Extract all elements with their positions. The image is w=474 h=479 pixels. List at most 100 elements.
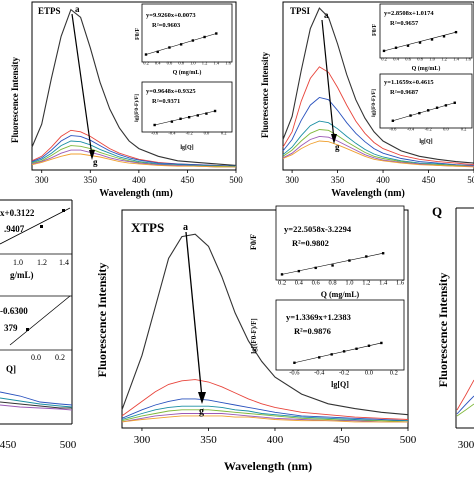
- etps-it-x-tick-label-7: 1.6: [225, 61, 231, 66]
- etps-x-tick-label-0: 300: [35, 175, 49, 185]
- tpsi-ib-x-tick-label-0: -0.6: [389, 127, 397, 132]
- tpsi-ib-point-3: [427, 109, 430, 112]
- right-cut-curve-1: [456, 379, 474, 411]
- xtps-x-tick-label-4: 500: [400, 434, 417, 446]
- etps-it-x-tick-label-3: 0.8: [178, 61, 184, 66]
- right-cut-title: Q: [432, 204, 442, 219]
- etps-it-x-tick-label-0: 0.2: [143, 61, 149, 66]
- tpsi-arrow-head: [331, 134, 337, 144]
- xtps-it-x-tick-label-5: 1.2: [362, 280, 370, 287]
- tpsi-inset-bottom-ylabel: lg[(F0-F)/F]: [370, 89, 377, 117]
- etps-arrow-head: [89, 150, 95, 160]
- etps-x-tick-label-2: 400: [132, 175, 146, 185]
- xtps-it-x-tick-label-0: 0.2: [278, 280, 286, 287]
- etps-series-c: [31, 135, 237, 167]
- tpsi-x-tick-label-1: 350: [331, 175, 345, 185]
- left-cut-curve-4: [0, 404, 73, 411]
- left-cut-inset-bottom: -0.6300 379 0.0 0.2 Q]: [0, 295, 72, 374]
- left-cut-inset-bottom-eq: -0.6300: [0, 306, 28, 316]
- xtps-x-tick-label-1: 350: [200, 434, 217, 446]
- left-cut-curve-2: [0, 397, 73, 408]
- tpsi-x-tick-label-3: 450: [422, 175, 436, 185]
- xtps-it-point-3: [331, 264, 334, 267]
- tpsi-it-point-6: [454, 30, 458, 34]
- etps-it-point-1: [156, 50, 159, 54]
- left-cut-point-1: [40, 225, 43, 228]
- xtps-ib-point-3: [342, 350, 346, 353]
- etps-inset-bottom-ylabel: lg[(F0-F)/F]: [133, 94, 140, 122]
- tpsi-ib-point-6: [453, 101, 456, 104]
- xtps-ib-point-1: [318, 356, 321, 359]
- etps-inset-top-points: [144, 32, 218, 56]
- xtps-curves: [121, 233, 409, 423]
- xtps-it-x-tick-label-1: 0.4: [295, 280, 304, 287]
- xtps-ib-point-0: [293, 361, 296, 364]
- etps-it-point-5: [203, 35, 206, 39]
- xtps-inset-top-r2: R²=0.9802: [292, 238, 329, 248]
- etps-ib-x-tick-label-2: -0.2: [186, 131, 193, 136]
- etps-arrow: [71, 13, 93, 157]
- xtps-ib-fit-line: [294, 342, 382, 364]
- tpsi-series-d: [282, 120, 474, 167]
- xtps-inset-bottom-r2: R²=0.9876: [294, 326, 331, 336]
- etps-it-x-tick-label-6: 1.4: [213, 61, 219, 66]
- tpsi-ib-point-2: [418, 111, 421, 115]
- xtps-series-a: [121, 233, 409, 416]
- etps-ib-x-tick-label-4: 0.2: [221, 131, 227, 136]
- tpsi-title: TPSI: [290, 6, 311, 16]
- tpsi-it-point-4: [430, 38, 434, 41]
- tpsi-inset-top-eq: y=2.8508x+1.0174: [384, 10, 434, 17]
- tpsi-arrow: [321, 19, 335, 141]
- tpsi-xlabel: Wavelength (nm): [331, 188, 405, 199]
- xtps-inset-bottom-ylabel: lg[(F0-F)/F]: [250, 318, 258, 353]
- xtps-series-b: [121, 379, 409, 420]
- tpsi-inset-top-points: [382, 30, 458, 53]
- xtps-series-g: [121, 415, 408, 423]
- left-cut-inset-top-tick-3: 1.4: [59, 258, 69, 267]
- xtps-ib-x-tick-label-0: -0.6: [289, 370, 300, 377]
- xtps-it-x-tick-label-3: 0.8: [329, 280, 337, 287]
- left-cut-curve-1: [0, 391, 73, 406]
- etps-ib-point-4: [196, 114, 199, 117]
- etps-ib-x-tick-label-0: -0.6: [151, 131, 159, 136]
- tpsi-it-x-tick-label-3: 0.8: [417, 57, 423, 62]
- tpsi-ib-point-5: [444, 104, 448, 107]
- xtps-it-point-4: [348, 259, 351, 262]
- xtps-inset-top-frame: [275, 205, 405, 281]
- xtps-it-point-0: [280, 273, 284, 276]
- left-cut-inset-top-xlabel: g/mL): [10, 270, 34, 280]
- xtps-x-tick-label-0: 300: [134, 434, 151, 446]
- etps-curves: [31, 8, 237, 168]
- xtps-ib-point-6: [380, 341, 383, 345]
- tpsi-series-f: [282, 135, 474, 167]
- etps-x-tick-label-4: 500: [229, 175, 243, 185]
- etps-ib-point-1: [170, 120, 174, 123]
- left-cut-inset-bottom-r2: 379: [4, 323, 18, 333]
- tpsi-inset-bottom: lg[(F0-F)/F] y=1.1659x+0.4615 R²=0.9687 …: [370, 73, 473, 145]
- tpsi-series-g: [282, 140, 474, 168]
- tpsi-series-c: [282, 97, 474, 166]
- etps-it-x-tick-label-1: 0.4: [155, 61, 161, 66]
- xtps-inset-bottom-frame: [275, 299, 405, 371]
- panel-xtps: XTPS Fluorescence Intensity Wavelength (…: [95, 205, 417, 473]
- left-cut-inset-top: x+0.3122 .9407 1.0 1.2 1.4 g/mL): [0, 207, 72, 280]
- xtps-inset-top-eq: y=22.5058x-3.2294: [284, 224, 352, 234]
- left-cut-point-2: [62, 209, 65, 212]
- xtps-inset-top-xlabel: Q (mg/mL): [321, 290, 360, 299]
- xtps-ib-point-4: [355, 347, 358, 350]
- xtps-inset-bottom-x-ticks: -0.6 -0.4 -0.2 0.0 0.2: [289, 370, 398, 377]
- xtps-inset-top: F0/F y=22.5058x-3.2294 R²=0.9802 Q (mg/m…: [249, 205, 405, 299]
- etps-inset-bottom-frame: [141, 81, 233, 133]
- etps-title: ETPS: [38, 6, 61, 16]
- tpsi-ib-point-0: [391, 119, 395, 122]
- tpsi-series-a: [282, 7, 474, 164]
- left-cut-inset-top-fit: [0, 207, 71, 245]
- tpsi-arrow-end-label: g: [335, 142, 340, 152]
- tpsi-ib-point-4: [435, 106, 439, 109]
- etps-series-a: [31, 8, 237, 166]
- etps-series-f: [31, 149, 236, 168]
- etps-inset-bottom-eq: y=0.9648x+0.9325: [146, 88, 196, 95]
- etps-ib-point-0: [153, 123, 156, 127]
- tpsi-inset-bottom-r2: R²=0.9687: [390, 89, 419, 96]
- xtps-ib-x-tick-label-3: 0.0: [365, 370, 373, 377]
